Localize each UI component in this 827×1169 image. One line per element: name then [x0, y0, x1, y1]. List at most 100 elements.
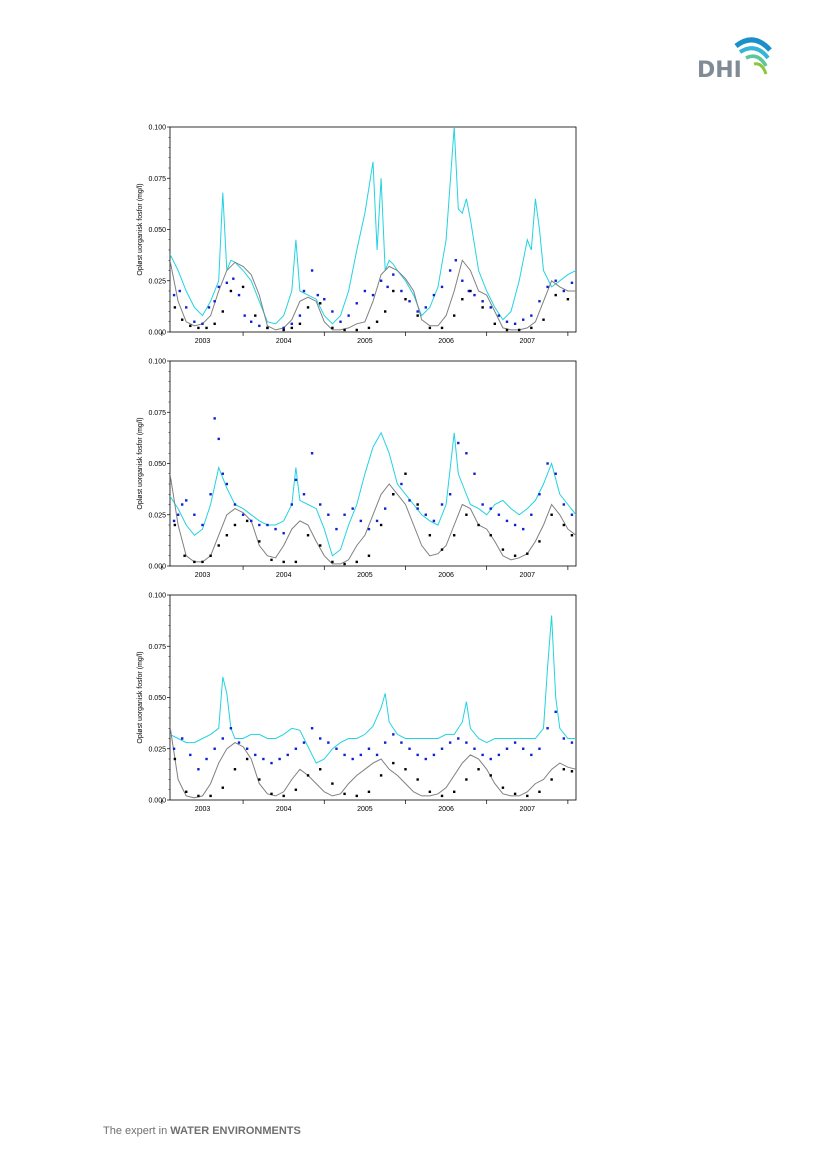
data-point-blue — [379, 279, 383, 282]
x-tick-label: 2004 — [276, 806, 292, 813]
data-point-black — [173, 306, 177, 309]
data-point-black — [173, 523, 177, 527]
data-point-black — [355, 328, 358, 332]
data-point-black — [554, 293, 557, 297]
data-point-blue — [331, 310, 334, 313]
data-point-blue — [465, 741, 468, 744]
data-point-blue — [197, 768, 200, 771]
data-point-blue — [570, 741, 574, 744]
y-tick-label: 0.075 — [148, 410, 166, 417]
x-tick-label: 2003 — [195, 338, 211, 345]
y-tick-label: 0.025 — [148, 512, 166, 519]
data-point-black — [562, 768, 566, 771]
data-point-black — [343, 328, 346, 332]
data-point-blue — [554, 279, 557, 282]
data-point-blue — [416, 310, 419, 313]
data-point-blue — [213, 417, 216, 420]
y-tick-label: 0.050 — [148, 227, 166, 234]
data-point-black — [290, 326, 293, 330]
data-point-blue — [250, 519, 253, 523]
data-point-blue — [310, 269, 314, 272]
data-point-blue — [546, 727, 549, 730]
data-point-blue — [522, 747, 525, 750]
data-point-blue — [448, 269, 452, 272]
data-point-black — [331, 782, 334, 785]
x-tick-label: 2006 — [438, 572, 454, 579]
data-point-black — [550, 513, 553, 516]
data-point-blue — [359, 519, 363, 523]
data-point-black — [367, 326, 371, 330]
y-axis-label: Opløst uorganisk fosfor (mg/l) — [137, 183, 144, 275]
data-point-blue — [424, 306, 427, 309]
data-point-blue — [522, 527, 525, 531]
data-point-blue — [562, 503, 566, 506]
data-point-blue — [554, 472, 557, 475]
data-point-blue — [294, 478, 298, 482]
data-point-black — [258, 778, 261, 781]
data-point-black — [428, 534, 432, 537]
y-axis-label: Opløst uorganisk fosfor (mg/l) — [137, 417, 144, 509]
data-point-black — [428, 326, 432, 330]
data-point-blue — [400, 289, 403, 293]
data-point-black — [416, 778, 419, 781]
data-point-black — [379, 774, 383, 777]
y-tick-label: 0.000 — [148, 330, 166, 337]
chart-panel-1: 0.000 0.025 0.050 0.075 0.100 2003 2004 2005 200… — [130, 120, 585, 350]
data-point-black — [505, 328, 509, 332]
data-point-blue — [245, 747, 249, 750]
data-point-blue — [237, 293, 241, 297]
y-tick-label: 0.075 — [148, 644, 166, 651]
plot-frame — [169, 360, 577, 567]
chart-panel-3: 0.000 0.025 0.050 0.075 0.100 2003 2004 2005 200… — [130, 588, 585, 818]
data-point-black — [526, 552, 529, 555]
data-point-black — [254, 314, 257, 317]
data-point-blue — [440, 503, 444, 506]
data-point-black — [501, 548, 505, 551]
data-point-black — [538, 540, 541, 543]
data-point-blue — [290, 503, 293, 506]
data-point-blue — [302, 741, 306, 744]
data-point-black — [379, 523, 383, 527]
data-point-blue — [205, 757, 208, 761]
series-line-gray — [170, 259, 576, 331]
x-tick-label: 2003 — [195, 572, 211, 579]
y-tick-label: 0.025 — [148, 278, 166, 285]
data-point-blue — [408, 747, 411, 750]
data-point-blue — [562, 737, 566, 740]
data-point-blue — [282, 532, 285, 535]
data-point-blue — [489, 507, 492, 510]
data-point-blue — [172, 747, 176, 750]
data-point-blue — [327, 513, 330, 516]
data-point-blue — [290, 322, 293, 325]
footer-tagline: The expert in WATER ENVIRONMENTS — [103, 1125, 301, 1137]
data-point-black — [209, 794, 212, 798]
data-point-black — [550, 778, 553, 781]
data-point-blue — [193, 513, 196, 516]
data-point-blue — [530, 314, 533, 317]
data-point-black — [282, 560, 285, 564]
data-point-black — [440, 548, 444, 551]
data-point-black — [306, 306, 310, 309]
data-point-blue — [481, 503, 484, 506]
data-point-blue — [207, 306, 211, 309]
x-tick-label: 2004 — [276, 572, 292, 579]
data-point-black — [392, 761, 395, 765]
data-point-black — [493, 322, 496, 325]
data-point-black — [185, 790, 188, 793]
series-line-gray — [170, 473, 576, 565]
data-point-blue — [193, 320, 196, 323]
data-point-blue — [505, 747, 509, 750]
data-point-blue — [367, 527, 371, 531]
data-point-black — [538, 790, 541, 793]
data-point-black — [517, 328, 521, 332]
data-point-blue — [562, 289, 566, 293]
data-point-blue — [185, 306, 188, 309]
data-point-black — [542, 318, 545, 321]
data-point-blue — [319, 503, 322, 506]
data-point-black — [331, 326, 334, 330]
data-point-blue — [185, 499, 188, 502]
data-point-black — [416, 314, 419, 317]
data-point-black — [209, 554, 212, 557]
data-point-black — [465, 778, 468, 781]
y-tick-label: 0.050 — [148, 695, 166, 702]
